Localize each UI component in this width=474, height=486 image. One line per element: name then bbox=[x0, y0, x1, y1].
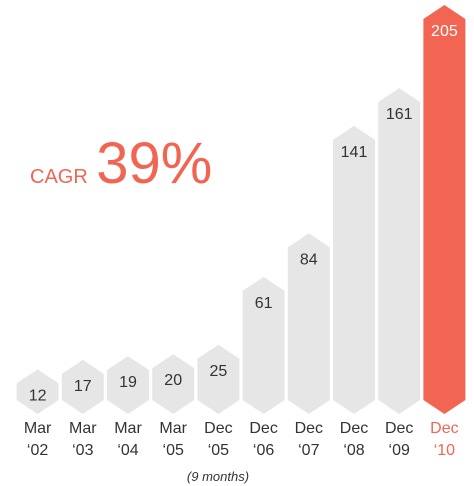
x-tick-label: Dec ‘09 bbox=[385, 420, 413, 459]
bar bbox=[197, 344, 240, 414]
annotation-value: 39% bbox=[96, 131, 212, 196]
annotation-label: CAGR bbox=[30, 166, 88, 188]
value-label: 19 bbox=[119, 374, 137, 391]
value-label: 141 bbox=[341, 144, 368, 161]
value-label: 161 bbox=[386, 106, 413, 123]
value-label: 61 bbox=[255, 295, 273, 312]
value-label: 17 bbox=[74, 378, 92, 395]
bar bbox=[378, 88, 421, 414]
value-label: 84 bbox=[300, 251, 318, 268]
bar bbox=[107, 356, 149, 414]
x-tick-label: Mar ‘03 bbox=[69, 420, 97, 459]
value-label: 205 bbox=[431, 23, 458, 40]
value-label: 12 bbox=[29, 387, 47, 404]
bar bbox=[16, 369, 59, 414]
x-tick-label: Mar ‘04 bbox=[114, 420, 142, 459]
x-tick-label: Dec ‘07 bbox=[295, 420, 323, 459]
value-label: 25 bbox=[210, 363, 228, 380]
bar bbox=[242, 276, 285, 414]
bar bbox=[152, 354, 195, 414]
bar bbox=[61, 359, 104, 414]
annotation: CAGR 39% bbox=[30, 131, 212, 196]
bar bbox=[333, 125, 375, 414]
value-label: 20 bbox=[164, 372, 182, 389]
x-tick-label: Dec ‘05 bbox=[204, 420, 232, 459]
x-tick-label: Dec ‘10 bbox=[430, 420, 458, 459]
bar bbox=[423, 5, 466, 414]
x-tick-label: Dec ‘08 bbox=[340, 420, 368, 459]
note: (9 months) bbox=[187, 469, 249, 484]
x-tick-label: Mar ‘05 bbox=[159, 420, 187, 459]
x-tick-label: Dec ‘06 bbox=[249, 420, 277, 459]
x-tick-label: Mar ‘02 bbox=[24, 420, 52, 459]
bar bbox=[287, 233, 330, 414]
